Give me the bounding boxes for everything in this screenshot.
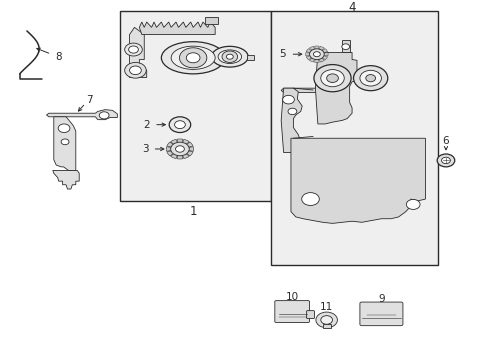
Circle shape <box>222 51 237 62</box>
Wedge shape <box>180 142 193 149</box>
Wedge shape <box>314 46 319 54</box>
Wedge shape <box>180 149 193 156</box>
Polygon shape <box>139 22 215 35</box>
Circle shape <box>282 95 294 104</box>
Text: 2: 2 <box>143 120 150 130</box>
Bar <box>120 11 271 201</box>
Circle shape <box>436 154 454 167</box>
Circle shape <box>406 199 419 210</box>
Wedge shape <box>305 49 316 54</box>
Wedge shape <box>177 149 183 159</box>
Polygon shape <box>53 170 79 189</box>
Polygon shape <box>281 81 346 94</box>
Polygon shape <box>205 17 217 24</box>
Circle shape <box>301 193 319 206</box>
FancyBboxPatch shape <box>306 311 314 319</box>
Ellipse shape <box>161 42 224 74</box>
Circle shape <box>129 66 141 75</box>
Circle shape <box>365 75 375 82</box>
Wedge shape <box>316 53 327 56</box>
Circle shape <box>179 48 206 68</box>
Wedge shape <box>309 46 316 54</box>
Circle shape <box>99 112 109 119</box>
Circle shape <box>309 49 324 59</box>
Wedge shape <box>316 54 324 62</box>
Wedge shape <box>314 54 319 62</box>
Text: 1: 1 <box>189 205 197 218</box>
Wedge shape <box>180 139 189 149</box>
Text: 6: 6 <box>442 136 448 146</box>
Polygon shape <box>281 88 302 153</box>
Circle shape <box>353 66 387 91</box>
Circle shape <box>124 62 146 78</box>
Text: 8: 8 <box>55 52 62 62</box>
Text: 4: 4 <box>347 1 355 14</box>
Circle shape <box>169 117 190 132</box>
Text: 7: 7 <box>85 95 92 105</box>
Text: 11: 11 <box>319 302 333 312</box>
Wedge shape <box>177 139 183 149</box>
Polygon shape <box>290 138 425 223</box>
Ellipse shape <box>218 50 241 63</box>
Bar <box>271 11 437 265</box>
Wedge shape <box>305 54 316 60</box>
Circle shape <box>170 142 189 156</box>
Wedge shape <box>166 142 180 149</box>
Circle shape <box>326 74 338 82</box>
Wedge shape <box>166 149 180 156</box>
Wedge shape <box>180 149 189 158</box>
Circle shape <box>186 53 200 63</box>
Polygon shape <box>322 324 330 328</box>
Text: 10: 10 <box>285 292 298 302</box>
Polygon shape <box>246 55 254 59</box>
Text: 9: 9 <box>377 294 384 304</box>
Circle shape <box>313 64 350 92</box>
Wedge shape <box>170 149 180 158</box>
Circle shape <box>315 312 337 328</box>
Circle shape <box>58 124 70 132</box>
FancyBboxPatch shape <box>274 301 309 323</box>
Text: 5: 5 <box>278 49 285 59</box>
Circle shape <box>341 44 349 50</box>
Circle shape <box>320 316 332 324</box>
Circle shape <box>128 46 138 53</box>
Polygon shape <box>129 27 144 70</box>
Wedge shape <box>166 147 180 151</box>
Wedge shape <box>170 139 180 149</box>
Wedge shape <box>305 53 316 56</box>
Circle shape <box>359 70 381 86</box>
Ellipse shape <box>171 46 215 69</box>
Polygon shape <box>129 67 146 77</box>
Wedge shape <box>316 49 327 54</box>
Circle shape <box>174 121 185 129</box>
Ellipse shape <box>211 46 247 67</box>
Polygon shape <box>342 40 349 53</box>
Circle shape <box>313 52 320 57</box>
Circle shape <box>61 139 69 145</box>
Wedge shape <box>309 54 316 62</box>
Text: 3: 3 <box>142 144 149 154</box>
Circle shape <box>124 43 142 56</box>
Polygon shape <box>46 110 117 120</box>
Polygon shape <box>315 53 356 124</box>
Circle shape <box>287 108 296 114</box>
Circle shape <box>226 54 233 59</box>
Circle shape <box>175 146 184 152</box>
Circle shape <box>320 69 344 87</box>
Polygon shape <box>54 117 76 170</box>
FancyBboxPatch shape <box>359 302 402 326</box>
Wedge shape <box>180 147 193 151</box>
Wedge shape <box>316 46 324 54</box>
Circle shape <box>441 157 449 164</box>
Wedge shape <box>316 54 327 60</box>
